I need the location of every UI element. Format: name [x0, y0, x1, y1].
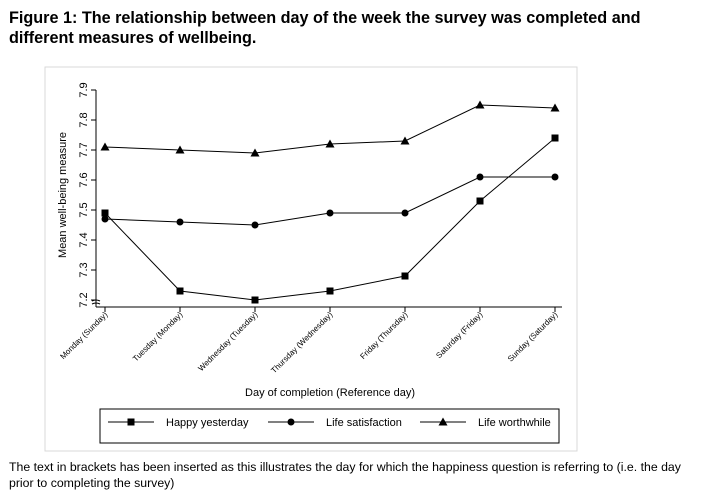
series-triangle	[100, 100, 560, 157]
data-point	[326, 209, 334, 217]
legend-marker	[438, 417, 448, 426]
x-axis-label: Day of completion (Reference day)	[245, 387, 415, 399]
data-point	[551, 173, 559, 181]
data-point	[251, 221, 259, 229]
legend-label: Happy yesterday	[166, 417, 249, 429]
data-point	[475, 100, 485, 109]
data-point	[551, 134, 559, 142]
legend-item: Life worthwhile	[420, 417, 551, 429]
data-point	[176, 218, 184, 226]
legend: Happy yesterday Life satisfaction Life wor…	[99, 408, 560, 444]
data-point	[325, 139, 335, 148]
data-point	[101, 209, 109, 217]
data-point	[100, 142, 110, 151]
legend-item: Happy yesterday	[108, 417, 249, 429]
y-tick-label: 7.4	[78, 232, 90, 247]
legend-box	[99, 408, 560, 444]
x-tick-label: Thursday (Wednesday)	[269, 310, 334, 375]
data-point	[250, 148, 260, 157]
series-circle	[101, 173, 559, 229]
axis-break-mark	[91, 299, 101, 305]
data-point	[176, 287, 184, 295]
y-tick-label: 7.6	[78, 172, 90, 187]
data-point	[476, 173, 484, 181]
figure-title: Figure 1: The relationship between day o…	[9, 9, 641, 47]
legend-marker	[127, 418, 135, 426]
legend-item: Life satisfaction	[268, 417, 402, 429]
line-chart: 7.2 7.3 7.4 7.5 7.6 7.7 7.8 7.9 Monday (Sunday) T…	[44, 66, 578, 452]
y-tick-label: 7.9	[78, 82, 90, 97]
x-tick-label: Tuesday (Monday)	[131, 310, 185, 364]
series-line	[104, 176, 555, 226]
footnote: The text in brackets has been inserted a…	[9, 460, 681, 490]
x-tick-label: Monday (Sunday)	[58, 310, 109, 361]
data-point	[401, 209, 409, 217]
legend-label: Life satisfaction	[326, 417, 402, 429]
data-point	[401, 272, 409, 280]
chart-frame	[44, 66, 578, 452]
x-tick-label: Wednesday (Tuesday)	[196, 310, 259, 373]
data-point	[476, 197, 484, 205]
legend-label: Life worthwhile	[478, 417, 551, 429]
x-tick-label: Saturday (Friday)	[434, 310, 484, 360]
data-point	[175, 145, 185, 154]
axes: 7.2 7.3 7.4 7.5 7.6 7.7 7.8 7.9 Monday (Sunday) T…	[58, 82, 562, 375]
y-tick-label: 7.5	[78, 202, 90, 217]
y-tick-label: 7.7	[78, 142, 90, 157]
data-point	[251, 296, 259, 304]
series-square	[101, 134, 559, 304]
legend-marker	[287, 418, 295, 426]
y-axis-label: Mean well-being measure	[57, 132, 69, 258]
series-layer	[100, 100, 560, 304]
x-tick-label: Friday (Thursday)	[358, 310, 409, 361]
y-tick-label: 7.8	[78, 112, 90, 127]
data-point	[550, 103, 560, 112]
y-tick-label: 7.3	[78, 262, 90, 277]
data-point	[326, 287, 334, 295]
series-line	[104, 137, 556, 301]
x-tick-label: Sunday (Saturday)	[506, 310, 560, 364]
data-point	[101, 215, 109, 223]
data-point	[400, 136, 410, 145]
y-tick-label: 7.2	[78, 292, 90, 307]
